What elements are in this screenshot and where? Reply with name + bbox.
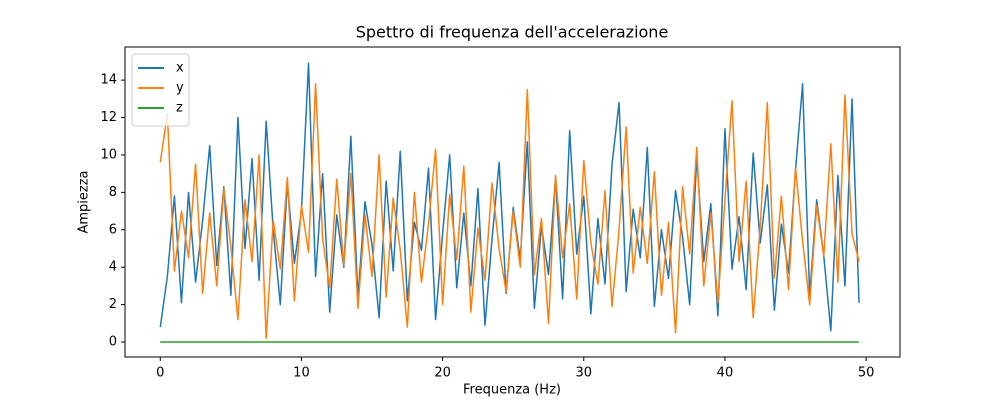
series-line: [159, 62, 860, 332]
x-tick-label: 50: [858, 366, 875, 381]
x-tick-label: 10: [293, 366, 310, 381]
y-tick-label: 8: [109, 185, 117, 200]
chart-title: Spettro di frequenza dell'accelerazione: [356, 23, 669, 42]
x-tick-label: 40: [717, 366, 734, 381]
y-tick-label: 2: [109, 297, 117, 312]
y-tick-label: 12: [100, 110, 117, 125]
x-tick-label: 30: [576, 366, 593, 381]
y-tick-label: 14: [100, 73, 117, 88]
x-tick-label: 0: [156, 366, 164, 381]
x-axis-label: Frequenza (Hz): [463, 383, 561, 398]
legend-label: y: [176, 81, 184, 96]
y-tick-label: 6: [109, 222, 117, 237]
y-tick-label: 4: [109, 260, 117, 275]
legend-label: z: [176, 101, 183, 116]
series-line: [159, 83, 860, 340]
y-tick-label: 10: [100, 147, 117, 162]
y-tick-label: 0: [109, 335, 117, 350]
y-axis-label: Ampiezza: [77, 170, 92, 233]
x-tick-label: 20: [434, 366, 451, 381]
plot-frame: [124, 46, 901, 358]
legend-label: x: [176, 61, 184, 76]
